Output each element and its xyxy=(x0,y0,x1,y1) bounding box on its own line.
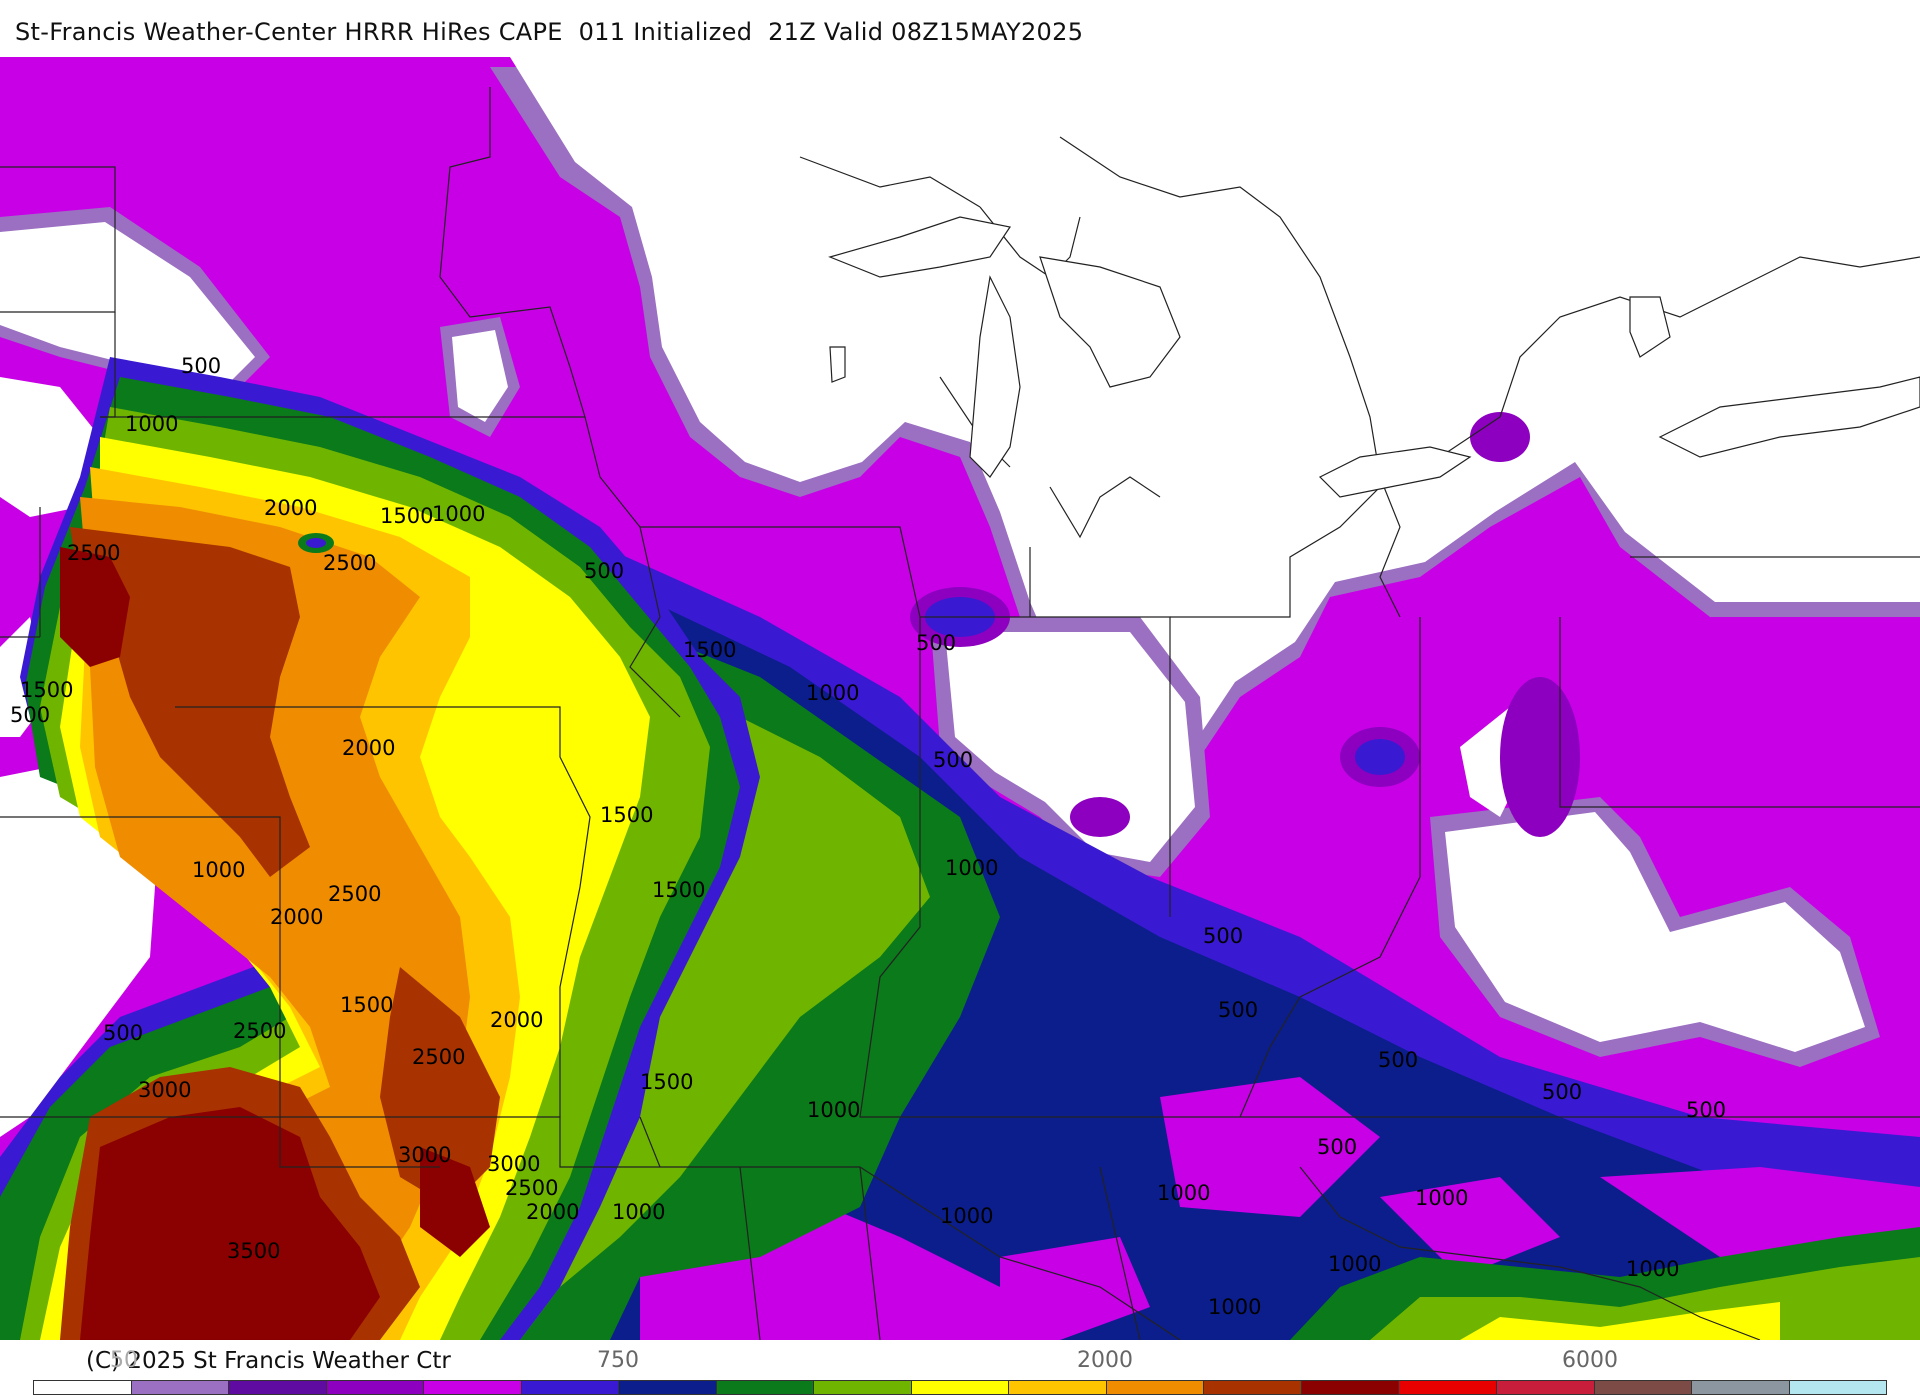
color-swatch-9 xyxy=(911,1381,1010,1394)
color-swatch-4 xyxy=(424,1381,522,1394)
contour-label: 3500 xyxy=(227,1239,280,1263)
legend-tick: 2000 xyxy=(1077,1348,1133,1373)
contour-label: 2500 xyxy=(412,1045,465,1069)
contour-label: 500 xyxy=(10,703,50,727)
cape-map-svg: 500 1000 1000 2000 1500 2500 2500 500 15… xyxy=(0,57,1920,1340)
color-swatch-12 xyxy=(1204,1381,1302,1394)
contour-label: 1000 xyxy=(1157,1181,1210,1205)
color-swatch-5 xyxy=(521,1381,620,1394)
color-swatch-3 xyxy=(326,1381,425,1394)
contour-label: 2500 xyxy=(67,541,120,565)
great-lakes xyxy=(828,216,1920,498)
contour-label: 2000 xyxy=(264,496,317,520)
color-swatch-11 xyxy=(1106,1381,1205,1394)
copyright-label: (C) 2025 St Francis Weather Ctr xyxy=(86,1348,451,1374)
contour-label: 1000 xyxy=(806,681,859,705)
contour-label: 500 xyxy=(103,1021,143,1045)
legend-tick: 750 xyxy=(597,1348,639,1373)
contour-label: 1000 xyxy=(192,858,245,882)
no-cape-regions xyxy=(0,57,1920,1137)
contour-label: 1000 xyxy=(612,1200,665,1224)
contour-label: 2000 xyxy=(526,1200,579,1224)
contour-label: 1000 xyxy=(945,856,998,880)
contour-label: 2000 xyxy=(342,736,395,760)
contour-label: 2500 xyxy=(233,1019,286,1043)
contour-label: 2000 xyxy=(270,905,323,929)
contour-label: 1500 xyxy=(600,803,653,827)
contour-label: 2500 xyxy=(323,551,376,575)
color-swatch-7 xyxy=(716,1381,815,1394)
color-swatch-2 xyxy=(229,1381,327,1394)
contour-labels: 500 1000 1000 2000 1500 2500 2500 500 15… xyxy=(10,354,1726,1319)
color-swatch-10 xyxy=(1009,1381,1107,1394)
contour-label: 1500 xyxy=(20,678,73,702)
color-swatch-13 xyxy=(1301,1381,1400,1394)
contour-label: 1500 xyxy=(683,638,736,662)
color-swatch-1 xyxy=(131,1381,230,1394)
color-swatch-14 xyxy=(1399,1381,1497,1394)
contour-label: 500 xyxy=(584,559,624,583)
magenta-inclusions xyxy=(640,1077,1920,1340)
color-swatch-18 xyxy=(1789,1381,1887,1394)
color-swatch-8 xyxy=(814,1381,912,1394)
contour-label: 500 xyxy=(181,354,221,378)
cape-750-band xyxy=(600,577,1920,1340)
map-title: St-Francis Weather-Center HRRR HiRes CAP… xyxy=(15,18,1084,46)
contour-label: 500 xyxy=(1378,1048,1418,1072)
political-boundaries xyxy=(0,87,1920,1340)
contour-label: 500 xyxy=(916,631,956,655)
contour-label: 1500 xyxy=(340,993,393,1017)
contour-label: 3000 xyxy=(398,1143,451,1167)
legend-tick: 50 xyxy=(110,1348,138,1373)
contour-label: 1000 xyxy=(1208,1295,1261,1319)
color-swatch-6 xyxy=(619,1381,717,1394)
contour-label: 500 xyxy=(933,748,973,772)
contour-label: 500 xyxy=(1542,1080,1582,1104)
color-swatch-15 xyxy=(1496,1381,1595,1394)
contour-label: 2500 xyxy=(328,882,381,906)
contour-label: 2000 xyxy=(490,1008,543,1032)
color-scale-bar xyxy=(33,1380,1887,1395)
contour-label: 500 xyxy=(1203,924,1243,948)
contour-label: 500 xyxy=(1218,998,1258,1022)
contour-label: 3000 xyxy=(138,1078,191,1102)
contour-label: 1000 xyxy=(1626,1257,1679,1281)
contour-label: 1000 xyxy=(432,502,485,526)
color-swatch-17 xyxy=(1692,1381,1790,1394)
contour-label: 500 xyxy=(1686,1098,1726,1122)
contour-label: 500 xyxy=(1317,1135,1357,1159)
contour-label: 1000 xyxy=(807,1098,860,1122)
contour-label: 1500 xyxy=(640,1070,693,1094)
contour-label: 1500 xyxy=(380,504,433,528)
contour-label: 3000 xyxy=(487,1152,540,1176)
contour-label: 1000 xyxy=(1415,1186,1468,1210)
contour-label: 1000 xyxy=(1328,1252,1381,1276)
contour-label: 1500 xyxy=(652,878,705,902)
color-swatch-0 xyxy=(34,1381,132,1394)
color-swatch-16 xyxy=(1594,1381,1693,1394)
contour-label: 1000 xyxy=(940,1204,993,1228)
contour-label: 1000 xyxy=(125,412,178,436)
cape-map[interactable]: 500 1000 1000 2000 1500 2500 2500 500 15… xyxy=(0,57,1920,1340)
legend-tick: 6000 xyxy=(1562,1348,1618,1373)
contour-label: 2500 xyxy=(505,1176,558,1200)
